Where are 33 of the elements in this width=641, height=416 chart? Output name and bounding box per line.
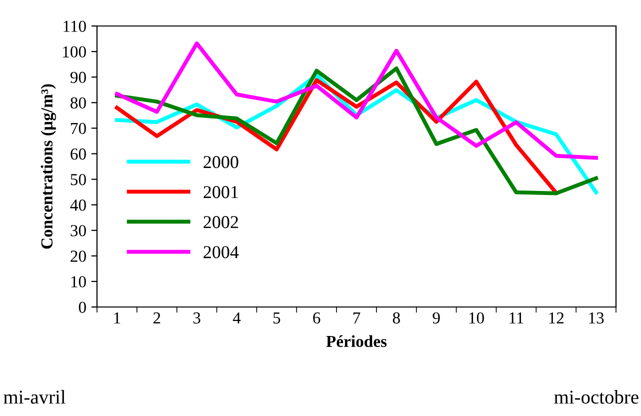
y-tick-label: 50 — [70, 174, 86, 186]
x-tick-label: 1 — [114, 312, 120, 324]
y-tick-label: 20 — [70, 250, 86, 262]
legend-label: 2000 — [204, 156, 238, 168]
y-tick-label: 80 — [70, 97, 86, 109]
x-tick-label: 13 — [589, 312, 604, 324]
x-tick-label: 9 — [432, 312, 440, 324]
y-tick-label: 30 — [70, 225, 86, 236]
x-tick-label: 12 — [549, 312, 564, 324]
x-tick-label: 2 — [153, 312, 160, 324]
text: mi-avril — [4, 390, 66, 404]
y-tick-label: 10 — [71, 276, 86, 288]
y-tick-label: 90 — [70, 72, 86, 84]
y-tick-label: 70 — [71, 122, 86, 134]
text: mi-octobre — [554, 390, 638, 404]
y-tick-label: 40 — [70, 200, 86, 211]
x-tick-label: 11 — [510, 312, 524, 324]
x-tick-label: 5 — [273, 312, 280, 324]
y-tick-label: 110 — [64, 20, 86, 32]
x-tick-label: 10 — [469, 312, 484, 324]
y-tick-label: 100 — [63, 46, 86, 58]
x-tick-label: 4 — [232, 312, 241, 324]
x-tick-label: 3 — [193, 312, 200, 324]
legend-label: 2004 — [204, 246, 239, 258]
x-axis-title: Périodes — [326, 335, 387, 348]
y-tick-label: 60 — [70, 148, 86, 160]
x-tick-label: 7 — [353, 312, 360, 324]
legend-label: 2002 — [204, 216, 238, 228]
legend-label: 2001 — [204, 186, 238, 198]
x-tick-label: 8 — [392, 312, 400, 324]
x-tick-label: 6 — [313, 312, 320, 324]
y-axis-title: Concentrations (µg/m³) — [40, 84, 56, 249]
y-tick-label: 0 — [78, 302, 86, 313]
